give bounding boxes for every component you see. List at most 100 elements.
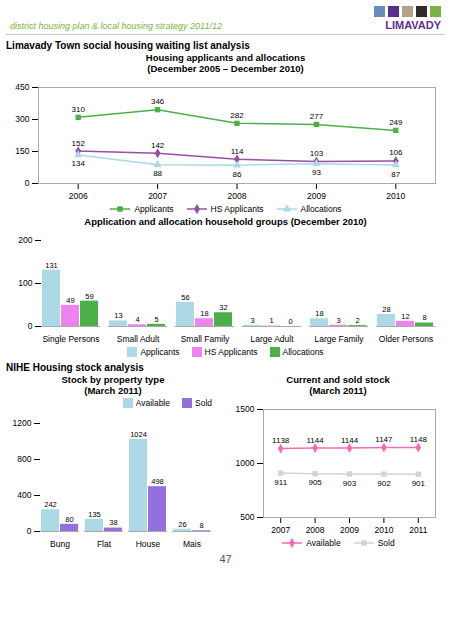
svg-text:498: 498 <box>151 477 164 486</box>
svg-text:142: 142 <box>151 141 165 150</box>
html-text:NIHE Housing stock analysis: NIHE Housing stock analysis <box>6 361 144 373</box>
svg-text:Large Family: Large Family <box>314 333 364 343</box>
svg-text:Small Adult: Small Adult <box>117 333 160 343</box>
svg-text:3: 3 <box>250 315 254 324</box>
svg-text:2: 2 <box>355 316 359 325</box>
html-text:Stock by property type (March: Stock by property type (March 2011) <box>61 373 165 396</box>
svg-text:1138: 1138 <box>272 436 290 445</box>
svg-text:1144: 1144 <box>306 435 324 444</box>
svg-text:80: 80 <box>65 514 73 523</box>
svg-text:28: 28 <box>382 305 390 314</box>
svg-text:0: 0 <box>288 317 292 326</box>
svg-text:310: 310 <box>72 105 86 114</box>
svg-text:901: 901 <box>412 478 426 487</box>
svg-text:0: 0 <box>25 178 30 188</box>
html-text:HS Applicants: HS Applicants <box>210 203 264 214</box>
svg-text:4: 4 <box>135 315 139 324</box>
svg-text:8: 8 <box>199 521 203 530</box>
svg-text:2007: 2007 <box>271 524 290 534</box>
svg-text:0: 0 <box>28 321 33 331</box>
svg-text:2007: 2007 <box>148 190 167 200</box>
svg-text:135: 135 <box>88 509 101 518</box>
svg-text:152: 152 <box>72 138 86 147</box>
html-text:Application and allocation hou: Application and allocation household gro… <box>84 215 367 227</box>
svg-text:5: 5 <box>154 315 158 324</box>
svg-text:150: 150 <box>15 146 29 156</box>
svg-text:1500: 1500 <box>236 404 255 414</box>
svg-text:13: 13 <box>114 311 122 320</box>
svg-text:2010: 2010 <box>386 190 405 200</box>
svg-text:1000: 1000 <box>236 458 255 468</box>
html-text:Housing applicants and allocat: Housing applicants and allocations (Dece… <box>145 52 306 74</box>
html-text:LIMAVADY: LIMAVADY <box>385 19 441 31</box>
svg-text:18: 18 <box>315 309 323 318</box>
svg-text:18: 18 <box>200 309 208 318</box>
svg-text:282: 282 <box>230 111 244 120</box>
svg-text:Small Family: Small Family <box>181 333 230 343</box>
svg-text:1024: 1024 <box>130 429 147 438</box>
svg-text:905: 905 <box>308 478 322 487</box>
html-text:Current and sold stock (March: Current and sold stock (March 2011) <box>286 373 390 396</box>
svg-text:903: 903 <box>343 478 357 487</box>
svg-text:2010: 2010 <box>374 524 393 534</box>
svg-text:3: 3 <box>336 315 340 324</box>
svg-text:800: 800 <box>17 454 31 464</box>
svg-text:1144: 1144 <box>341 435 359 444</box>
html-text:Allocations: Allocations <box>282 346 324 357</box>
html-text:47: 47 <box>219 552 232 565</box>
svg-text:277: 277 <box>310 112 324 121</box>
svg-text:300: 300 <box>15 114 29 124</box>
svg-text:1: 1 <box>269 316 273 325</box>
svg-text:87: 87 <box>391 169 400 178</box>
svg-text:2008: 2008 <box>306 524 325 534</box>
svg-text:93: 93 <box>312 168 321 177</box>
svg-text:114: 114 <box>231 147 244 156</box>
svg-text:200: 200 <box>18 235 32 245</box>
svg-text:1148: 1148 <box>410 435 428 444</box>
svg-text:1147: 1147 <box>375 435 393 444</box>
svg-text:1200: 1200 <box>13 418 32 428</box>
svg-text:131: 131 <box>45 260 58 269</box>
svg-text:249: 249 <box>389 118 403 127</box>
svg-text:86: 86 <box>233 170 242 179</box>
svg-text:2011: 2011 <box>409 524 428 534</box>
svg-text:26: 26 <box>178 519 186 528</box>
svg-text:103: 103 <box>310 149 324 158</box>
svg-text:2006: 2006 <box>69 190 88 200</box>
svg-text:2009: 2009 <box>307 190 326 200</box>
svg-text:106: 106 <box>389 148 403 157</box>
svg-text:911: 911 <box>274 477 287 486</box>
svg-text:38: 38 <box>109 518 117 527</box>
svg-text:88: 88 <box>153 169 162 178</box>
html-text:Limavady Town social housing w: Limavady Town social housing waiting lis… <box>6 40 250 51</box>
svg-text:59: 59 <box>85 291 93 300</box>
svg-text:346: 346 <box>151 97 165 106</box>
html-text:HS Applicants: HS Applicants <box>204 346 258 357</box>
svg-text:Large Adult: Large Adult <box>250 333 294 343</box>
html-text:Applicants: Applicants <box>140 346 180 357</box>
svg-text:450: 450 <box>15 82 29 92</box>
svg-text:2008: 2008 <box>228 190 247 200</box>
svg-text:House: House <box>136 538 161 548</box>
svg-text:0: 0 <box>27 526 32 536</box>
svg-text:500: 500 <box>240 512 254 522</box>
svg-text:8: 8 <box>422 313 426 322</box>
svg-text:Bung: Bung <box>50 538 70 548</box>
html-text:Allocations: Allocations <box>300 203 342 214</box>
html-text:Applicants: Applicants <box>134 203 174 214</box>
svg-text:32: 32 <box>219 303 227 312</box>
svg-text:2009: 2009 <box>340 524 359 534</box>
svg-text:134: 134 <box>72 159 86 168</box>
svg-text:Older Persons: Older Persons <box>379 333 433 343</box>
svg-text:49: 49 <box>66 296 74 305</box>
svg-text:Single Persons: Single Persons <box>42 333 99 343</box>
svg-text:56: 56 <box>181 293 189 302</box>
svg-text:400: 400 <box>17 490 31 500</box>
svg-text:Mais: Mais <box>183 538 201 548</box>
svg-text:100: 100 <box>18 278 32 288</box>
svg-text:12: 12 <box>401 312 409 321</box>
svg-text:902: 902 <box>377 478 391 487</box>
svg-text:Flat: Flat <box>97 538 112 548</box>
html-text:Available: Available <box>135 397 170 408</box>
svg-text:242: 242 <box>44 500 57 509</box>
